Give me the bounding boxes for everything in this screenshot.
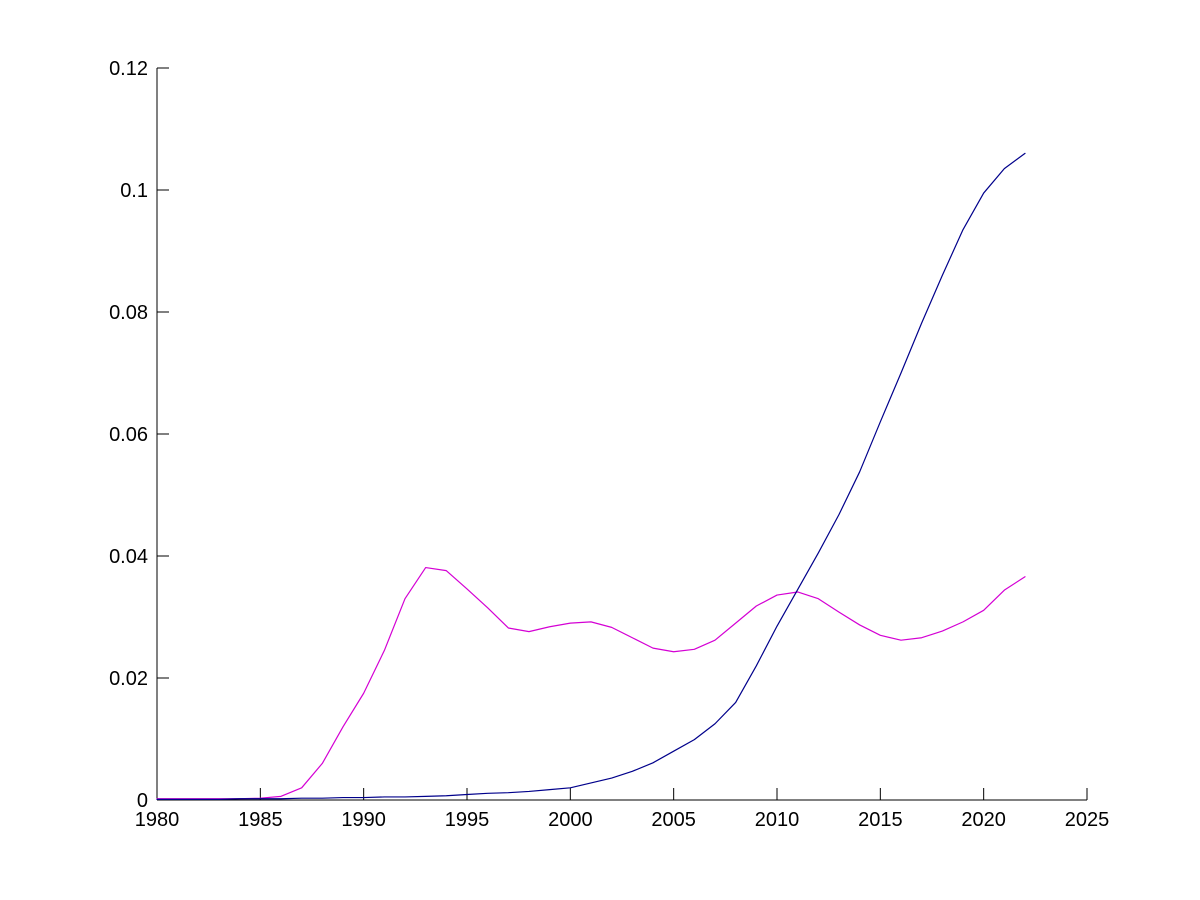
x-tick-label: 1995 xyxy=(445,809,490,831)
x-tick-label: 1985 xyxy=(238,809,283,831)
magenta-series xyxy=(156,566,1026,800)
y-tick-label: 0 xyxy=(137,790,148,812)
x-tick-label: 2005 xyxy=(651,809,696,831)
x-tick-label: 1990 xyxy=(341,809,386,831)
y-tick-label: 0.12 xyxy=(109,58,148,80)
x-tick-label: 2000 xyxy=(548,809,593,831)
y-tick-label: 0.1 xyxy=(120,180,148,202)
x-tick-label: 2020 xyxy=(961,809,1006,831)
y-tick-label: 0.02 xyxy=(109,668,148,690)
y-tick-label: 0.06 xyxy=(109,424,148,446)
y-tick-label: 0.08 xyxy=(109,302,148,324)
blue-series xyxy=(156,152,1026,800)
x-tick-label: 2015 xyxy=(858,809,903,831)
x-tick-label: 2025 xyxy=(1065,809,1110,831)
y-tick-label: 0.04 xyxy=(109,546,148,568)
x-tick-label: 2010 xyxy=(755,809,800,831)
x-tick-label: 1980 xyxy=(135,809,180,831)
